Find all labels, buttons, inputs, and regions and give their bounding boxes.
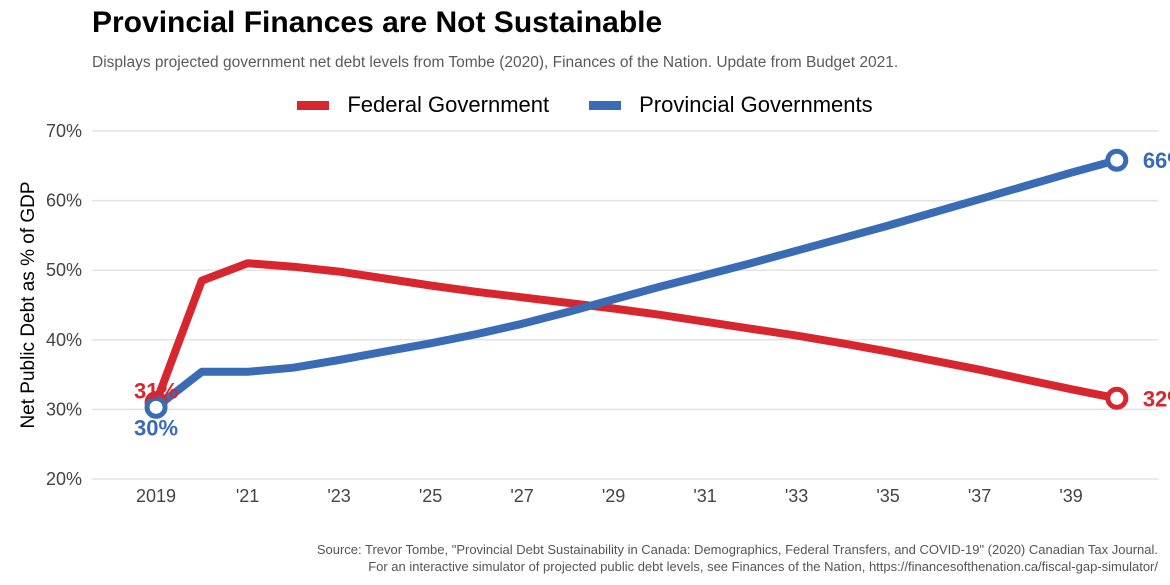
start-marker-1	[144, 395, 168, 419]
source-line-1: Source: Trevor Tombe, "Provincial Debt S…	[316, 542, 1158, 557]
series-line-0	[152, 259, 1121, 407]
y-tick-label: 70%	[46, 121, 82, 141]
chart-subtitle: Displays projected government net debt l…	[92, 54, 899, 71]
legend-label-federal: Federal Government	[347, 92, 550, 117]
y-tick-label: 20%	[46, 469, 82, 489]
x-tick-label: '31	[693, 486, 716, 506]
series-line-1	[152, 156, 1121, 412]
end-marker-1	[1105, 148, 1129, 172]
source-caption: Source: Trevor Tombe, "Provincial Debt S…	[317, 541, 1158, 575]
legend-label-provincial: Provincial Governments	[639, 92, 873, 117]
series-lines	[152, 156, 1121, 412]
legend-item-federal: Federal Government	[297, 92, 549, 118]
end-label-0: 32%	[1143, 386, 1170, 411]
x-tick-label: '39	[1059, 486, 1082, 506]
y-tick-label: 60%	[46, 191, 82, 211]
x-tick-label: '21	[236, 486, 259, 506]
chart-title: Provincial Finances are Not Sustainable	[92, 6, 663, 39]
y-axis-title: Net Public Debt as % of GDP	[18, 181, 39, 428]
legend-swatch-provincial	[589, 100, 622, 110]
series-labels: 31% 32% 30% 66%	[134, 148, 1170, 440]
x-tick-label: '33	[785, 486, 808, 506]
legend-item-provincial: Provincial Governments	[589, 92, 873, 118]
legend-swatch-federal	[297, 100, 330, 110]
y-tick-label: 30%	[46, 399, 82, 419]
chart-legend: Federal Government Provincial Government…	[0, 92, 1170, 118]
x-tick-label: '27	[510, 486, 533, 506]
start-label-0: 31%	[134, 378, 178, 403]
x-tick-label: '35	[876, 486, 899, 506]
x-tick-label: '23	[327, 486, 350, 506]
y-tick-label: 40%	[46, 330, 82, 350]
gridlines	[92, 130, 1158, 480]
end-marker-0	[1105, 386, 1129, 410]
y-tick-label: 50%	[46, 260, 82, 280]
y-axis-ticks: 20% 30% 40% 50% 60% 70%	[46, 121, 82, 489]
source-line-2: For an interactive simulator of projecte…	[368, 559, 1158, 574]
x-axis-ticks: 2019 '21 '23 '25 '27 '29 '31 '33 '35 '37 '39	[136, 486, 1083, 506]
x-tick-label: '25	[419, 486, 442, 506]
x-tick-label: '37	[968, 486, 991, 506]
x-tick-label: '29	[602, 486, 625, 506]
end-label-1: 66%	[1143, 148, 1170, 173]
series-markers	[144, 148, 1129, 419]
x-tick-label: 2019	[136, 486, 176, 506]
start-label-1: 30%	[134, 415, 178, 440]
